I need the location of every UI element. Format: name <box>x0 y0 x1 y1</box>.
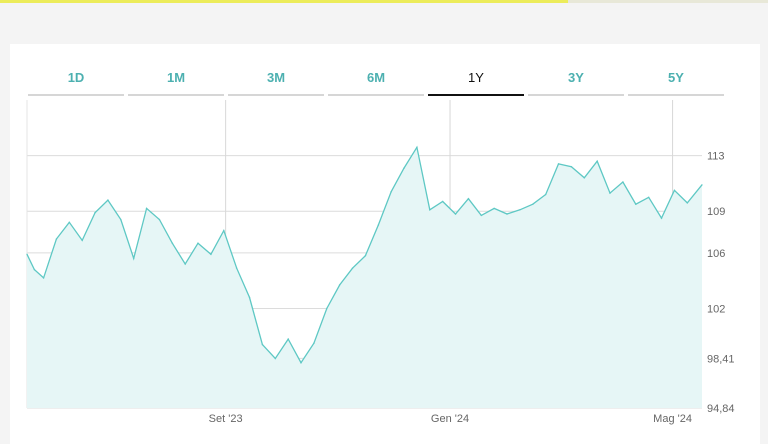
data-point <box>26 253 28 256</box>
x-tick-label: Mag '24 <box>653 413 692 425</box>
tab-1m[interactable]: 1M <box>128 66 224 96</box>
data-point <box>42 277 45 279</box>
tab-underline <box>628 94 724 96</box>
data-point <box>94 211 96 214</box>
data-point <box>622 181 624 183</box>
data-point <box>197 242 199 244</box>
y-tick-label: 113 <box>707 151 725 163</box>
x-axis-labels: Set '23 Gen '24 Mag '24 <box>209 413 692 425</box>
tab-5y[interactable]: 5Y <box>628 66 724 96</box>
data-point <box>377 224 380 226</box>
data-point <box>467 197 470 200</box>
data-point <box>583 177 586 179</box>
data-point <box>55 238 58 240</box>
tab-underline <box>128 94 224 96</box>
data-point <box>519 209 521 211</box>
data-point <box>132 257 135 260</box>
data-point <box>274 357 277 360</box>
data-point <box>235 267 238 269</box>
tab-1d[interactable]: 1D <box>28 66 124 96</box>
y-tick-label: 94,84 <box>707 403 735 415</box>
x-tick-label: Gen '24 <box>431 413 469 425</box>
data-point <box>171 242 174 244</box>
y-tick-label: 106 <box>707 248 725 260</box>
data-point <box>81 239 83 242</box>
data-point <box>364 254 367 257</box>
tab-underline <box>28 94 124 96</box>
data-point <box>416 146 418 149</box>
data-point <box>686 202 689 204</box>
period-tabs: 1D 1M 3M 6M 1Y 3Y 5Y <box>28 66 730 96</box>
data-point <box>248 296 251 299</box>
data-point <box>120 218 122 221</box>
data-point <box>701 183 703 186</box>
tab-1y[interactable]: 1Y <box>428 66 524 96</box>
data-point <box>184 263 186 265</box>
price-line <box>26 145 703 364</box>
tab-label: 6M <box>366 70 386 85</box>
tab-underline <box>528 94 624 96</box>
data-point <box>544 193 547 196</box>
data-point <box>570 165 573 168</box>
price-area <box>27 147 702 409</box>
data-point <box>33 268 36 271</box>
data-point <box>493 207 495 210</box>
chart-card: 1D 1M 3M 6M 1Y 3Y 5Y 113 109 106 102 98,41 94,84 Se… <box>10 44 760 444</box>
data-point <box>145 207 148 210</box>
data-point <box>673 189 676 192</box>
tab-label: 3Y <box>568 70 584 85</box>
y-tick-label: 102 <box>707 303 725 315</box>
data-points <box>26 146 703 364</box>
data-point <box>531 203 534 206</box>
data-point <box>634 203 637 206</box>
data-point <box>441 200 444 203</box>
tab-6m[interactable]: 6M <box>328 66 424 96</box>
tab-underline <box>428 94 524 96</box>
price-chart: 113 109 106 102 98,41 94,84 Set '23 Gen '24 Mag… <box>26 100 735 425</box>
data-point <box>300 361 302 364</box>
data-point <box>158 218 161 221</box>
tab-label: 1Y <box>468 70 484 85</box>
data-point <box>338 284 341 286</box>
data-point <box>390 190 392 193</box>
data-point <box>351 267 354 269</box>
tab-label: 5Y <box>668 70 684 85</box>
data-point <box>325 307 328 310</box>
tab-label: 3M <box>266 70 286 85</box>
x-tick-label: Set '23 <box>209 413 243 425</box>
data-point <box>107 199 109 201</box>
top-accent-strip <box>0 0 768 3</box>
tab-3m[interactable]: 3M <box>228 66 324 96</box>
top-strip-cap <box>568 0 768 3</box>
data-point <box>403 167 405 169</box>
data-point <box>287 338 289 340</box>
data-point <box>647 196 650 199</box>
tab-underline <box>228 94 324 96</box>
tab-3y[interactable]: 3Y <box>528 66 624 96</box>
data-point <box>261 343 264 346</box>
tab-underline <box>328 94 424 96</box>
data-point <box>454 213 457 215</box>
data-point <box>210 253 212 256</box>
data-point <box>68 221 71 224</box>
tab-label: 1M <box>166 70 186 85</box>
data-point <box>660 217 663 219</box>
data-point <box>222 229 225 232</box>
data-point <box>428 209 431 211</box>
data-point <box>557 163 560 165</box>
data-point <box>596 160 598 162</box>
data-point <box>480 214 483 217</box>
data-point <box>506 213 508 215</box>
data-point <box>609 192 611 194</box>
y-tick-label: 98,41 <box>707 353 735 365</box>
data-point <box>313 342 315 345</box>
y-axis-labels: 113 109 106 102 98,41 94,84 <box>707 151 735 415</box>
y-tick-label: 109 <box>707 206 725 218</box>
tab-label: 1D <box>67 70 85 85</box>
